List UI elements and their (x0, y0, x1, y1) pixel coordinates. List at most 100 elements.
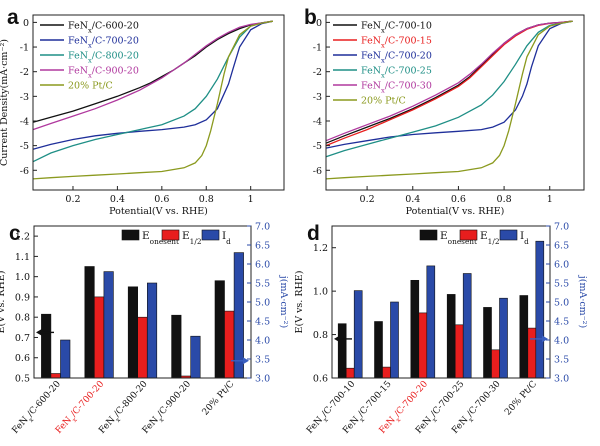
legend-entry: Id (520, 230, 529, 246)
bar-I_d (499, 297, 508, 379)
legend-entry-post: /C-700-20 (92, 36, 139, 47)
bar-E_onset (214, 280, 225, 379)
bar-E_onset (337, 323, 347, 379)
legend-entry-sub: d (524, 237, 529, 246)
x-axis-label: Potential(V vs. RHE) (406, 206, 505, 217)
y-tick-label: -1 (20, 43, 29, 54)
y-axis-label-left: E(V vs. RHE) (0, 271, 7, 334)
legend-entry: FeNx/C-600-20 (68, 21, 139, 35)
y-tick-label: -3 (20, 92, 29, 103)
x-tick-label: 0.8 (199, 194, 214, 205)
legend-entry-pre: FeN (361, 36, 381, 47)
bar-I_d (462, 273, 472, 379)
bar-I_d (103, 271, 114, 379)
category-label-sub: x (71, 416, 79, 424)
x-tick-label: 0.6 (451, 194, 466, 205)
y-tick-label-right: 5.0 (255, 298, 270, 309)
series-line-b-5 (325, 20, 573, 180)
y-tick-label: -5 (20, 141, 29, 152)
x-axis-label: Potential(V vs. RHE) (109, 206, 208, 217)
legend-entry-post: /C-700-15 (385, 36, 432, 47)
y-tick-label-right: 4.5 (255, 317, 270, 328)
panel-c: 0.5 0.6 0.7 0.8 0.9 1.0 1.1 1.2 3.0 3.5 4.0 4.5 5.0 5… (0, 222, 289, 436)
legend-entry-pre: E (480, 230, 488, 242)
legend-entry-pre: FeN (68, 66, 88, 77)
y-tick-label: -1 (313, 43, 322, 54)
legend-entry-pre: FeN (361, 81, 381, 92)
y-tick-label-right: 3.5 (554, 355, 569, 366)
panel-letter: c (9, 222, 21, 245)
legend-entry-pre: FeN (68, 21, 88, 32)
bar-I_d (353, 290, 363, 379)
legend-entry-sub: x (381, 57, 385, 65)
category-label-sub: x (394, 416, 402, 424)
y-axis-label-right: j(mA·cm⁻²) (278, 275, 289, 328)
series-line-a-4 (32, 20, 274, 180)
legend-entry: FeNx/C-900-20 (68, 66, 139, 80)
bar-I_d (426, 265, 436, 379)
legend-entry-sub: x (381, 87, 385, 95)
y-tick-label-right: 3.5 (255, 355, 270, 366)
panel-a: 0.2 0.4 0.6 0.8 1 -6 -5 -4 -3 -2 -1 0 Potential(V vs… (0, 6, 285, 217)
legend-entry: E1/2 (182, 230, 202, 246)
bar-E_onset (84, 266, 95, 379)
legend-entry-post: /C-700-10 (385, 21, 432, 32)
y-axis-label-left: E(V vs. RHE) (294, 271, 305, 334)
category-label-post: /C-900-20 (156, 379, 193, 419)
legend-entry-post: /C-700-25 (385, 66, 432, 77)
y-tick-label-left: 0.5 (15, 374, 30, 385)
panel-letter: a (7, 6, 19, 29)
legend-entry-sub: x (381, 42, 385, 50)
legend-swatch (161, 229, 180, 241)
bar-E_half (50, 373, 61, 379)
legend-entry-pre: FeN (68, 51, 88, 62)
x-tick-label: 0.2 (65, 194, 80, 205)
bar-E_onset (171, 314, 182, 379)
y-tick-label: -2 (313, 67, 322, 78)
legend-entry-pre: FeN (361, 21, 381, 32)
bar-I_d (233, 252, 244, 379)
bar-E_onset (374, 321, 383, 379)
legend-entry: FeNx/C-700-20 (68, 36, 139, 50)
y-axis-label-right: j(mA·cm⁻²) (577, 275, 588, 328)
legend-entry-sub: onesent (448, 237, 477, 246)
panel-b: 0.2 0.4 0.6 0.8 1 -6 -5 -4 -3 -2 -1 0 Potential(V vs… (304, 6, 585, 217)
y-tick-label-right: 5.5 (255, 279, 270, 290)
legend-swatch (201, 229, 220, 241)
category-label-sub: x (322, 416, 330, 424)
y-tick-label: -2 (20, 67, 29, 78)
legend-entry: FeNx/C-800-20 (68, 51, 139, 65)
category-label: 20% Pt/C (503, 379, 539, 417)
y-tick-label-right: 7.0 (554, 222, 569, 233)
legend-entry: FeNx/C-700-15 (361, 36, 432, 50)
series-line-a-3 (32, 20, 273, 131)
category-label-pre: 20% Pt/C (201, 379, 237, 417)
legend-entry-sub: x (88, 42, 92, 50)
x-tick-label: 1 (248, 194, 254, 205)
legend-entry-pre: E (142, 230, 150, 242)
legend-swatch (419, 229, 438, 241)
legend-entry-pre: FeN (361, 51, 381, 62)
plot-frame (331, 225, 551, 379)
category-label-sub: x (158, 416, 166, 424)
legend-entry: FeNx/C-700-10 (361, 21, 432, 35)
bar-I_d (147, 282, 158, 379)
y-tick-label: -6 (20, 166, 29, 177)
bar-E_onset (127, 286, 138, 379)
x-tick-label: 0.8 (497, 194, 512, 205)
category-label-sub: x (358, 416, 366, 424)
legend-entry-sub: 1/2 (190, 237, 202, 246)
right-axis-arrow-head (243, 357, 249, 365)
series-line-a-1 (32, 20, 274, 150)
bar-E_half (224, 310, 235, 379)
bar-E_onset (519, 295, 529, 379)
x-tick-label: 0.4 (405, 194, 420, 205)
legend-entry-pre: I (520, 230, 524, 242)
category-label-post: /C-700-20 (393, 379, 430, 419)
legend-entry: 20% Pt/C (68, 81, 113, 92)
legend-entry-pre: FeN (361, 66, 381, 77)
panel-letter: d (307, 222, 320, 245)
legend-entry-pre: E (440, 230, 448, 242)
